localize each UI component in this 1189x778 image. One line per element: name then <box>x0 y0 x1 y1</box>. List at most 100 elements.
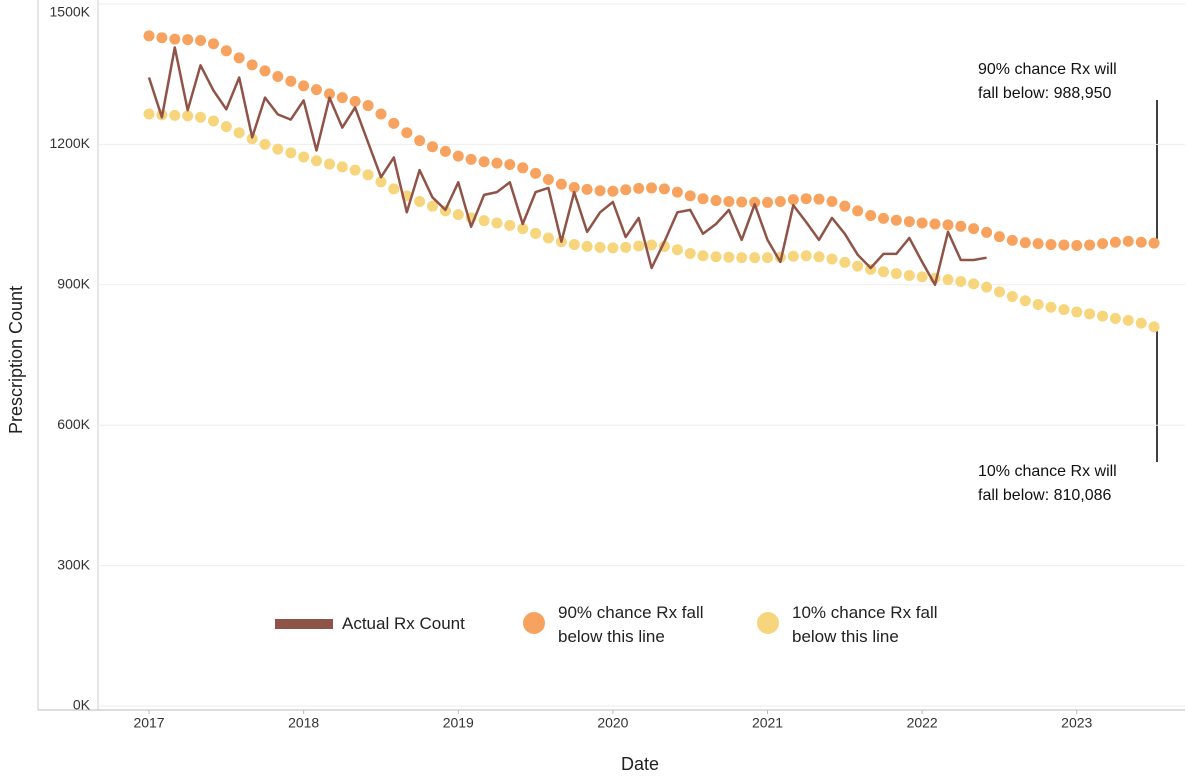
forecast-dot <box>1135 317 1147 329</box>
forecast-dot <box>1135 236 1147 248</box>
forecast-dot <box>491 217 503 229</box>
forecast-dot <box>710 195 722 207</box>
forecast-dot <box>220 45 232 57</box>
forecast-dot <box>620 184 632 196</box>
forecast-dot <box>723 251 735 263</box>
forecast-dot <box>1084 308 1096 320</box>
forecast-dot <box>581 183 593 195</box>
forecast-dot <box>246 59 258 71</box>
y-axis-title: Prescription Count <box>6 286 26 434</box>
forecast-dot <box>1109 312 1121 324</box>
x-tick-label: 2020 <box>597 715 628 731</box>
y-tick-label: 1500K <box>50 4 91 20</box>
forecast-dot <box>839 200 851 212</box>
forecast-dot <box>968 223 980 235</box>
forecast-dot <box>852 260 864 272</box>
forecast-dot <box>517 162 529 174</box>
forecast-dot <box>697 193 709 205</box>
forecast-dot <box>375 108 387 120</box>
forecast-dot <box>452 209 464 221</box>
forecast-dot <box>143 108 155 120</box>
forecast-dot <box>890 214 902 226</box>
annotation: 90% chance Rx will <box>978 61 1117 78</box>
forecast-dot <box>542 232 554 244</box>
forecast-dot <box>233 52 245 64</box>
forecast-dot <box>555 178 567 190</box>
forecast-dot <box>310 155 322 167</box>
forecast-dot <box>336 92 348 104</box>
forecast-dot <box>813 193 825 205</box>
forecast-dot <box>272 143 284 155</box>
forecast-dot <box>800 250 812 262</box>
forecast-dot <box>568 181 580 193</box>
forecast-dot <box>671 244 683 256</box>
forecast-dot <box>298 151 310 163</box>
forecast-dot <box>916 217 928 229</box>
forecast-dot <box>826 195 838 207</box>
forecast-dot <box>620 241 632 253</box>
forecast-dot <box>1122 235 1134 247</box>
forecast-dot <box>1019 237 1031 249</box>
x-tick-label: 2021 <box>752 715 783 731</box>
forecast-dot <box>414 135 426 147</box>
forecast-dot <box>323 158 335 170</box>
forecast-dot <box>169 33 181 45</box>
forecast-dot <box>929 218 941 230</box>
forecast-dot <box>1097 310 1109 322</box>
forecast-dot <box>646 239 658 251</box>
forecast-dot <box>542 174 554 185</box>
legend-swatch <box>523 612 545 634</box>
forecast-dot <box>195 111 207 123</box>
forecast-dot <box>736 252 748 264</box>
y-tick-label: 300K <box>57 556 90 572</box>
forecast-dot <box>594 185 606 197</box>
forecast-dot <box>1019 295 1031 307</box>
forecast-dot <box>813 251 825 263</box>
forecast-dot <box>697 250 709 262</box>
forecast-dot <box>749 196 761 208</box>
forecast-dot <box>401 127 413 139</box>
y-tick-label: 1200K <box>50 135 91 151</box>
forecast-dot <box>1032 298 1044 310</box>
forecast-dot <box>478 215 490 227</box>
forecast-dot <box>890 268 902 280</box>
forecast-dot <box>478 156 490 168</box>
forecast-dot <box>220 121 232 133</box>
forecast-dot <box>607 185 619 197</box>
forecast-dot <box>1071 239 1083 251</box>
annotation: fall below: 810,086 <box>978 487 1112 504</box>
y-tick-label: 0K <box>73 697 91 713</box>
forecast-dot <box>1006 291 1018 302</box>
forecast-dot <box>426 200 438 212</box>
forecast-dot <box>568 239 580 251</box>
forecast-dot <box>749 252 761 264</box>
forecast-dot <box>1109 236 1121 248</box>
forecast-dot <box>1122 314 1134 326</box>
forecast-dot <box>349 164 361 176</box>
forecast-dot <box>762 252 774 264</box>
forecast-dot <box>349 95 361 107</box>
forecast-dot <box>942 219 954 231</box>
y-tick-label: 600K <box>57 416 90 432</box>
forecast-dot <box>1058 239 1070 251</box>
forecast-dot <box>452 150 464 162</box>
forecast-dot <box>323 88 335 100</box>
forecast-dot <box>156 32 168 44</box>
forecast-dot <box>208 38 220 50</box>
forecast-dot <box>169 109 181 121</box>
forecast-dot <box>298 80 310 92</box>
x-tick-label: 2022 <box>907 715 938 731</box>
forecast-dot <box>388 183 400 195</box>
forecast-dot <box>336 161 348 173</box>
forecast-dot <box>684 247 696 259</box>
forecast-dot <box>362 100 374 112</box>
forecast-dot <box>646 182 658 194</box>
forecast-dot <box>723 195 735 207</box>
forecast-dot <box>903 216 915 228</box>
forecast-dot <box>414 195 426 207</box>
forecast-dot <box>865 210 877 222</box>
forecast-dot <box>530 227 542 239</box>
forecast-dot <box>594 241 606 253</box>
forecast-dot <box>1097 238 1109 250</box>
